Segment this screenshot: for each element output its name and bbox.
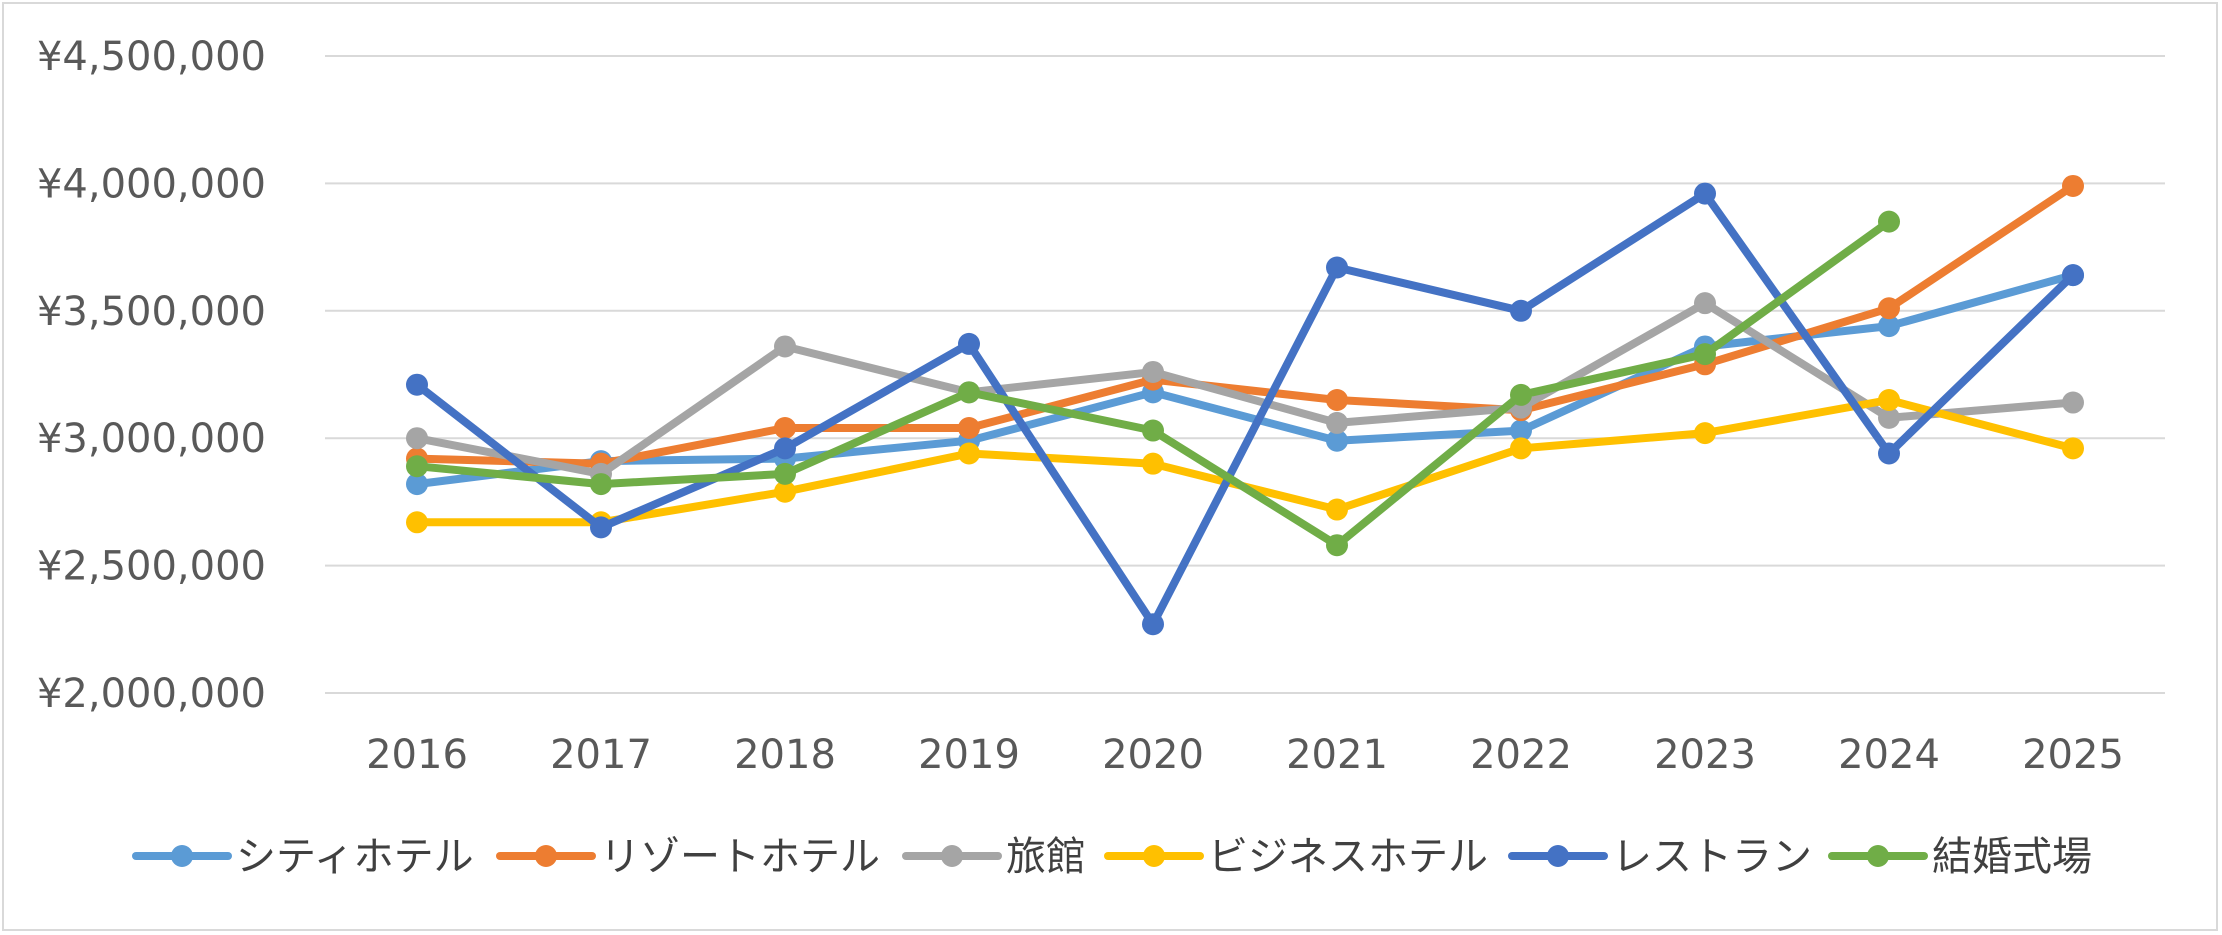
data-point <box>1326 534 1348 557</box>
x-tick-label-2018: 2018 <box>734 732 836 778</box>
x-tick-label-2016: 2016 <box>366 732 468 778</box>
data-point <box>1878 210 1900 233</box>
legend-label: 結婚式場 <box>1932 834 2092 880</box>
legend-item-2: リゾートホテル <box>496 834 880 880</box>
data-point <box>1694 182 1716 205</box>
data-point <box>774 417 796 440</box>
data-point <box>2062 437 2084 460</box>
grid-lines <box>325 55 2165 694</box>
legend-marker <box>1547 845 1569 867</box>
data-point <box>774 437 796 460</box>
data-point <box>958 442 980 465</box>
data-point <box>1142 613 1164 636</box>
series-line <box>413 189 2077 629</box>
data-point <box>406 373 428 396</box>
data-point <box>1878 442 1900 465</box>
x-tick-label-2017: 2017 <box>550 732 652 778</box>
data-point <box>958 332 980 355</box>
legend-marker <box>1143 845 1165 867</box>
y-tick-label-3500000: ¥3,500,000 <box>37 289 266 335</box>
series-line <box>413 181 2077 468</box>
data-point <box>1510 383 1532 406</box>
series-2 <box>406 174 2084 475</box>
legend: シティホテル リゾートホテル 旅館 ビジネスホテル レストラン 結婚式場 <box>132 834 2092 880</box>
data-point <box>1878 315 1900 338</box>
data-point <box>406 455 428 478</box>
series-lines <box>406 174 2084 636</box>
x-axis-tick-labels: 2016 2017 2018 2019 2020 2021 2022 2023 2024 2025 <box>366 732 2124 778</box>
legend-label: レストラン <box>1612 834 1812 880</box>
data-point <box>2062 391 2084 414</box>
data-point <box>774 480 796 503</box>
data-point <box>1142 360 1164 383</box>
y-tick-label-2000000: ¥2,000,000 <box>37 671 266 717</box>
legend-item-5: レストラン <box>1508 834 1812 880</box>
legend-item-6: 結婚式場 <box>1828 834 2092 880</box>
legend-item-1: シティホテル <box>132 834 474 880</box>
data-point <box>1510 299 1532 322</box>
data-point <box>1326 256 1348 279</box>
legend-label: シティホテル <box>236 834 474 880</box>
y-tick-label-4000000: ¥4,000,000 <box>37 161 266 207</box>
data-point <box>1510 437 1532 460</box>
data-point <box>1878 297 1900 320</box>
data-point <box>1694 292 1716 315</box>
data-point <box>1510 419 1532 442</box>
data-point <box>958 417 980 440</box>
y-tick-label-2500000: ¥2,500,000 <box>37 544 266 590</box>
data-point <box>1694 422 1716 445</box>
data-point <box>958 381 980 404</box>
legend-label: ビジネスホテル <box>1208 834 1488 880</box>
data-point <box>1694 343 1716 366</box>
x-tick-label-2024: 2024 <box>1838 732 1940 778</box>
y-tick-label-4500000: ¥4,500,000 <box>37 34 266 80</box>
data-point <box>1878 406 1900 429</box>
series-line <box>413 299 2077 478</box>
y-tick-label-3000000: ¥3,000,000 <box>37 416 266 462</box>
data-point <box>2062 264 2084 287</box>
legend-item-4: ビジネスホテル <box>1104 834 1488 880</box>
data-point <box>1878 388 1900 411</box>
data-point <box>406 511 428 534</box>
data-point <box>406 473 428 496</box>
legend-label: 旅館 <box>1006 834 1086 880</box>
data-point <box>774 462 796 485</box>
data-point <box>1142 419 1164 442</box>
data-point <box>406 427 428 450</box>
data-point <box>1326 429 1348 452</box>
x-tick-label-2022: 2022 <box>1470 732 1572 778</box>
legend-item-3: 旅館 <box>902 834 1086 880</box>
data-point <box>1326 498 1348 521</box>
y-axis-tick-labels: ¥2,000,000 ¥2,500,000 ¥3,000,000 ¥3,500,000… <box>37 34 266 717</box>
series-6 <box>406 210 1900 557</box>
series-5 <box>406 182 2084 636</box>
data-point <box>590 516 612 539</box>
x-tick-label-2019: 2019 <box>918 732 1020 778</box>
legend-marker <box>171 845 193 867</box>
x-tick-label-2021: 2021 <box>1286 732 1388 778</box>
legend-label: リゾートホテル <box>600 834 880 880</box>
x-tick-label-2020: 2020 <box>1102 732 1204 778</box>
legend-marker <box>1867 845 1889 867</box>
data-point <box>774 335 796 358</box>
data-point <box>590 473 612 496</box>
x-tick-label-2023: 2023 <box>1654 732 1756 778</box>
data-point <box>1326 411 1348 434</box>
legend-marker <box>941 845 963 867</box>
data-point <box>1326 388 1348 411</box>
data-point <box>1142 452 1164 475</box>
data-point <box>2062 174 2084 197</box>
x-tick-label-2025: 2025 <box>2022 732 2124 778</box>
legend-marker <box>535 845 557 867</box>
